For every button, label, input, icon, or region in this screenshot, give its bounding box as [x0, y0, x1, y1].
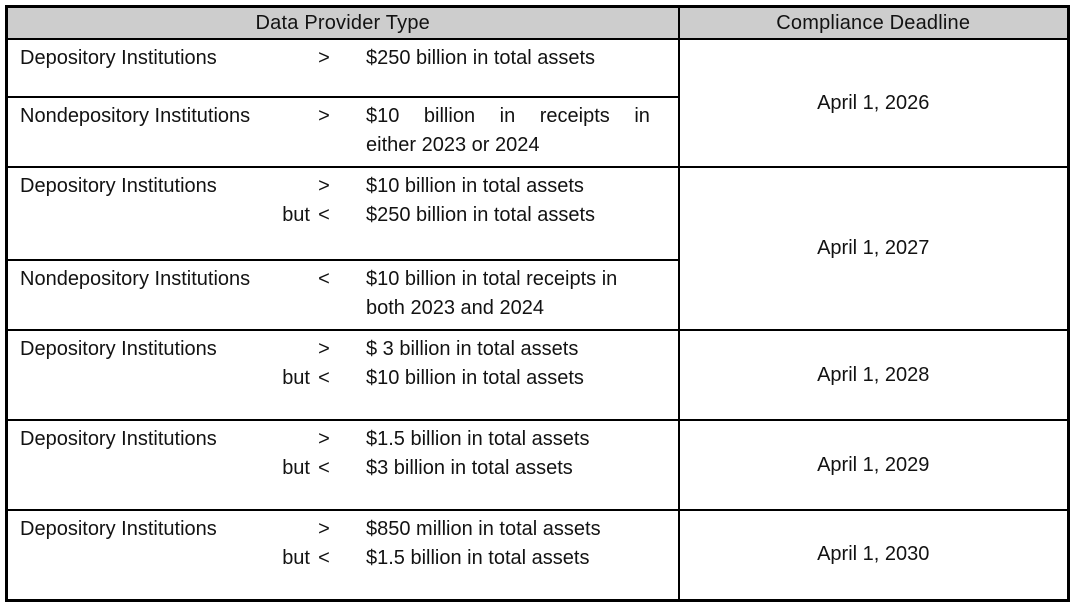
comparison-operator: < [318, 367, 330, 389]
provider-line: Nondepository Institutions > $10 billion… [20, 102, 672, 160]
threshold-text: $10 billion in total assets [366, 367, 584, 389]
provider-name: Depository Institutions [20, 175, 217, 197]
but-label: but [282, 547, 310, 569]
comparison-operator: > [318, 47, 330, 69]
provider-line: Depository Institutions > $ 3 billion in… [20, 335, 672, 364]
comparison-operator: < [318, 268, 330, 290]
but-label: but [282, 367, 310, 389]
threshold-text: $1.5 billion in total assets [366, 547, 590, 569]
table-row: Depository Institutions > $850 million i… [5, 509, 1070, 601]
deadline-cell: April 1, 2027 [677, 166, 1070, 331]
provider-name: Nondepository Institutions [20, 268, 251, 290]
provider-name: Depository Institutions [20, 428, 217, 450]
provider-name: Depository Institutions [20, 47, 217, 69]
comparison-operator: > [318, 428, 330, 450]
deadline-cell: April 1, 2028 [677, 329, 1070, 421]
threshold-text: $250 billion in total assets [366, 204, 596, 226]
comparison-operator: > [318, 338, 330, 360]
provider-line: but < $250 billion in total assets [20, 201, 672, 230]
provider-cell: Depository Institutions > $ 3 billion in… [5, 329, 680, 421]
provider-cell: Nondepository Institutions < $10 billion… [5, 259, 680, 331]
provider-line: Depository Institutions > $1.5 billion i… [20, 425, 672, 454]
comparison-operator: < [318, 457, 330, 479]
but-label: but [282, 457, 310, 479]
threshold-text: $10 billion in total assets [366, 175, 584, 197]
table-row: Depository Institutions > $10 billion in… [5, 166, 1070, 331]
table-row: Nondepository Institutions < $10 billion… [5, 259, 1069, 331]
provider-line: Depository Institutions > $250 billion i… [20, 44, 672, 73]
deadline-cell: April 1, 2030 [677, 509, 1070, 601]
header-row: Data Provider Type Compliance Deadline [5, 5, 1070, 40]
threshold-line-2: either 2023 or 2024 [366, 134, 540, 156]
threshold-text: $850 million in total assets [366, 518, 601, 540]
provider-cell: Depository Institutions > $250 billion i… [5, 38, 680, 98]
provider-cell: Depository Institutions > $10 billion in… [5, 166, 680, 261]
deadline-cell: April 1, 2026 [677, 38, 1070, 168]
provider-line: Nondepository Institutions < $10 billion… [20, 265, 672, 323]
threshold-text: $250 billion in total assets [366, 47, 596, 69]
comparison-operator: > [318, 518, 330, 540]
threshold-text: $10 billion in receipts in either 2023 or… [338, 102, 672, 160]
provider-line: but < $3 billion in total assets [20, 454, 672, 483]
provider-cell: Depository Institutions > $850 million i… [5, 509, 680, 601]
provider-line: but < $10 billion in total assets [20, 364, 672, 393]
provider-cell: Nondepository Institutions > $10 billion… [5, 96, 680, 168]
provider-line: Depository Institutions > $10 billion in… [20, 172, 672, 201]
comparison-operator: < [318, 204, 330, 226]
threshold-line-1: $10 billion in receipts in [366, 105, 650, 127]
comparison-operator: > [318, 105, 330, 127]
threshold-line-1: $10 billion in total receipts in [366, 268, 618, 290]
table-row: Nondepository Institutions > $10 billion… [5, 96, 1069, 168]
provider-name: Depository Institutions [20, 338, 217, 360]
provider-line: but < $1.5 billion in total assets [20, 544, 672, 573]
page: Data Provider Type Compliance Deadline D… [5, 5, 1070, 602]
provider-line: Depository Institutions > $850 million i… [20, 515, 672, 544]
table-row: Depository Institutions > $250 billion i… [5, 38, 1070, 168]
provider-name: Depository Institutions [20, 518, 217, 540]
threshold-text: $ 3 billion in total assets [366, 338, 579, 360]
threshold-text: $3 billion in total assets [366, 457, 573, 479]
threshold-line-2: both 2023 and 2024 [366, 297, 544, 319]
threshold-text: $1.5 billion in total assets [366, 428, 590, 450]
table-row: Depository Institutions > $ 3 billion in… [5, 329, 1070, 421]
deadline-cell: April 1, 2029 [677, 419, 1070, 511]
but-label: but [282, 204, 310, 226]
provider-cell: Depository Institutions > $1.5 billion i… [5, 419, 680, 511]
comparison-operator: > [318, 175, 330, 197]
provider-name: Nondepository Institutions [20, 105, 251, 127]
comparison-operator: < [318, 547, 330, 569]
compliance-deadline-table: Data Provider Type Compliance Deadline D… [5, 5, 1070, 602]
header-compliance-deadline: Compliance Deadline [677, 5, 1070, 40]
table-row: Depository Institutions > $1.5 billion i… [5, 419, 1070, 511]
header-data-provider-type: Data Provider Type [5, 5, 680, 40]
threshold-text: $10 billion in total receipts in both 202… [338, 265, 672, 323]
